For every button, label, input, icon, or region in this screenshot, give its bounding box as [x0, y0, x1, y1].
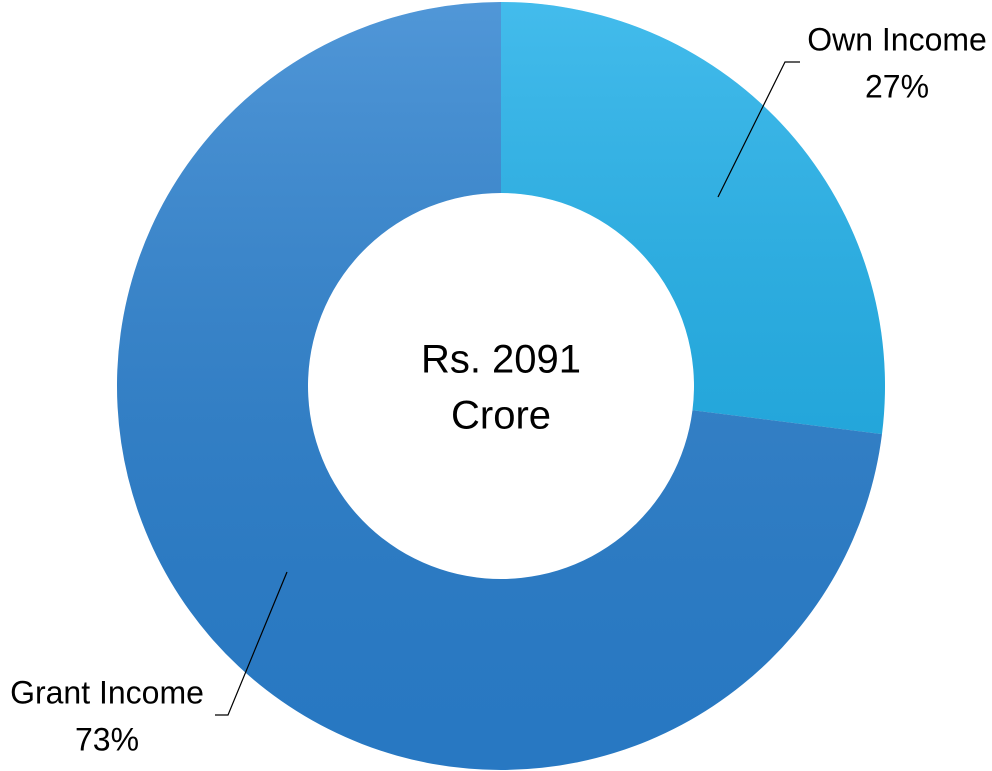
center-text: Rs. 2091	[421, 338, 581, 382]
leader-line	[215, 571, 288, 716]
value-label: 73%	[75, 721, 139, 757]
value-label: 27%	[865, 68, 929, 104]
slice-label: Grant Income	[10, 674, 204, 710]
slice-label: Own Income	[807, 21, 987, 57]
leader-line	[717, 61, 800, 198]
center-text: Crore	[451, 394, 551, 438]
donut	[117, 2, 886, 771]
